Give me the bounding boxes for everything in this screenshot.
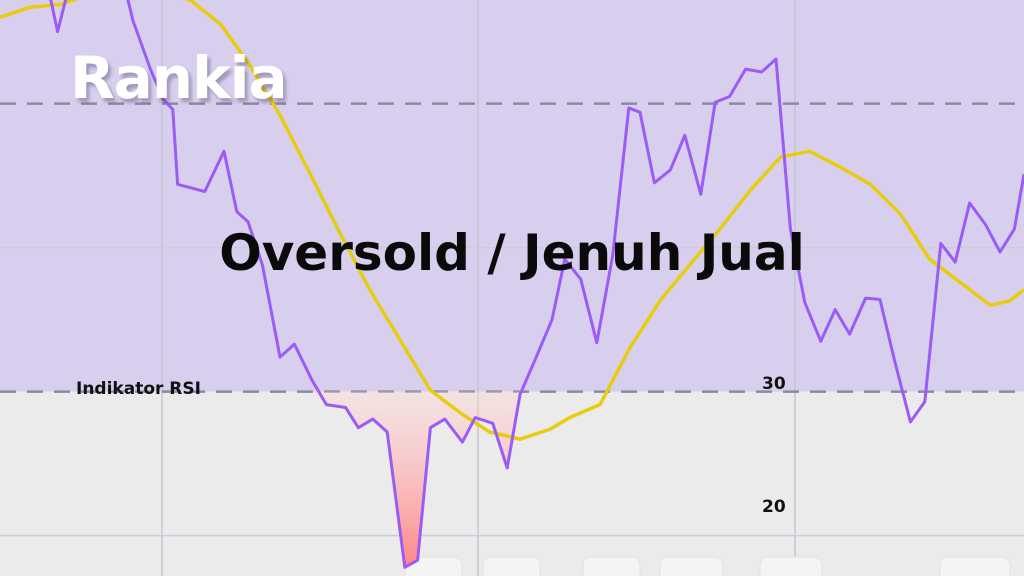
- y-tick-30: 30: [762, 374, 786, 394]
- toolbar-button: [659, 556, 724, 576]
- toolbar-button: [759, 556, 823, 576]
- signal-line: [0, 0, 1024, 441]
- toolbar-button: [939, 556, 1011, 576]
- toolbar-button: [482, 556, 541, 576]
- y-tick-20: 20: [762, 497, 786, 517]
- rsi-line: [49, 0, 1024, 569]
- rankia-logo: Rankia: [70, 44, 288, 112]
- headline: Oversold / Jenuh Jual: [219, 224, 805, 282]
- toolbar-button: [582, 556, 641, 576]
- oversold-fill: [312, 391, 520, 568]
- indicator-label: Indikator RSI: [76, 379, 201, 399]
- toolbar-button: [404, 556, 463, 576]
